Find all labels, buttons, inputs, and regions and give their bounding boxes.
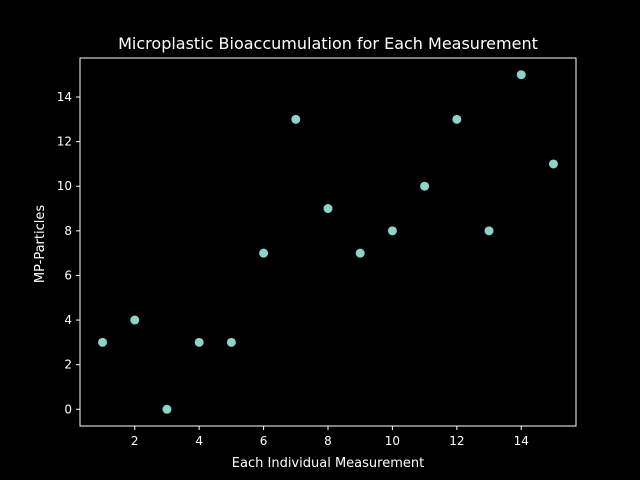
y-tick-label: 0: [64, 402, 72, 416]
data-point: [162, 404, 172, 414]
data-point: [355, 248, 365, 258]
x-tick-label: 4: [195, 434, 203, 448]
data-point: [226, 337, 236, 347]
x-axis-ticks: 2 4 6 8 10 12 14: [131, 426, 529, 448]
y-tick-label: 8: [64, 224, 72, 238]
data-point: [420, 181, 430, 191]
data-point: [259, 248, 269, 258]
plot-frame: [79, 57, 577, 427]
data-point: [516, 70, 526, 80]
data-point: [548, 159, 558, 169]
x-tick-label: 10: [385, 434, 400, 448]
data-point: [291, 114, 301, 124]
data-points: [98, 70, 558, 414]
x-tick-label: 12: [449, 434, 464, 448]
y-tick-label: 12: [57, 135, 72, 149]
chart-title: Microplastic Bioaccumulation for Each Me…: [118, 34, 538, 53]
plot-area: [79, 57, 577, 427]
x-tick-label: 14: [514, 434, 529, 448]
y-tick-label: 10: [57, 179, 72, 193]
x-tick-label: 6: [260, 434, 268, 448]
x-tick-label: 2: [131, 434, 139, 448]
y-tick-label: 6: [64, 268, 72, 282]
data-point: [98, 337, 108, 347]
y-tick-label: 14: [57, 90, 72, 104]
x-tick-label: 8: [324, 434, 332, 448]
data-point: [323, 204, 333, 214]
data-point: [484, 226, 494, 236]
data-point: [130, 315, 140, 325]
data-point: [452, 114, 462, 124]
y-tick-label: 4: [64, 313, 72, 327]
data-point: [387, 226, 397, 236]
y-axis-ticks: 0 2 4 6 8 10 12 14: [57, 90, 80, 416]
x-axis-label: Each Individual Measurement: [232, 456, 424, 471]
data-point: [194, 337, 204, 347]
y-tick-label: 2: [64, 358, 72, 372]
y-axis-label: MP-Particles: [33, 205, 48, 283]
